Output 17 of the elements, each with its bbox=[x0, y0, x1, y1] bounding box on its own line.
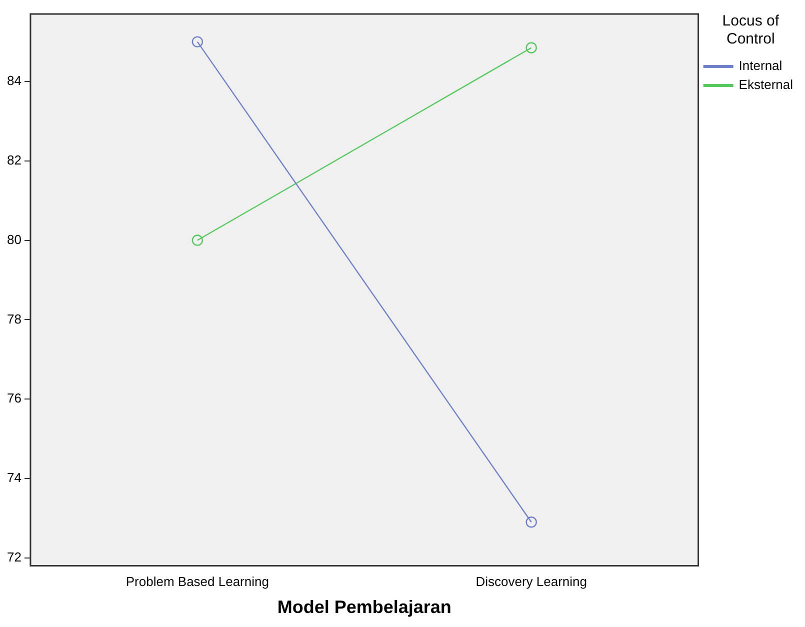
point bbox=[526, 516, 537, 528]
x-tick-label: Problem Based Learning bbox=[126, 574, 269, 590]
x-axis-title: Model Pembelajaran bbox=[277, 597, 452, 618]
y-tick-label: 82 bbox=[6, 152, 22, 168]
x-tick-label: Discovery Learning bbox=[476, 574, 587, 590]
point bbox=[526, 42, 537, 54]
point bbox=[192, 36, 204, 48]
y-tick-label: 78 bbox=[6, 311, 22, 326]
point bbox=[192, 234, 204, 246]
y-tick-label: 72 bbox=[6, 549, 22, 564]
y-tick-label: 84 bbox=[6, 73, 22, 88]
y-tick-label: 76 bbox=[6, 390, 22, 406]
legend-title: Locus of Control bbox=[722, 12, 780, 48]
legend-label: Eksternal bbox=[738, 77, 794, 92]
y-tick-label: 74 bbox=[6, 470, 22, 486]
legend-label: Internal bbox=[738, 58, 782, 74]
y-tick-label: 80 bbox=[6, 232, 22, 247]
